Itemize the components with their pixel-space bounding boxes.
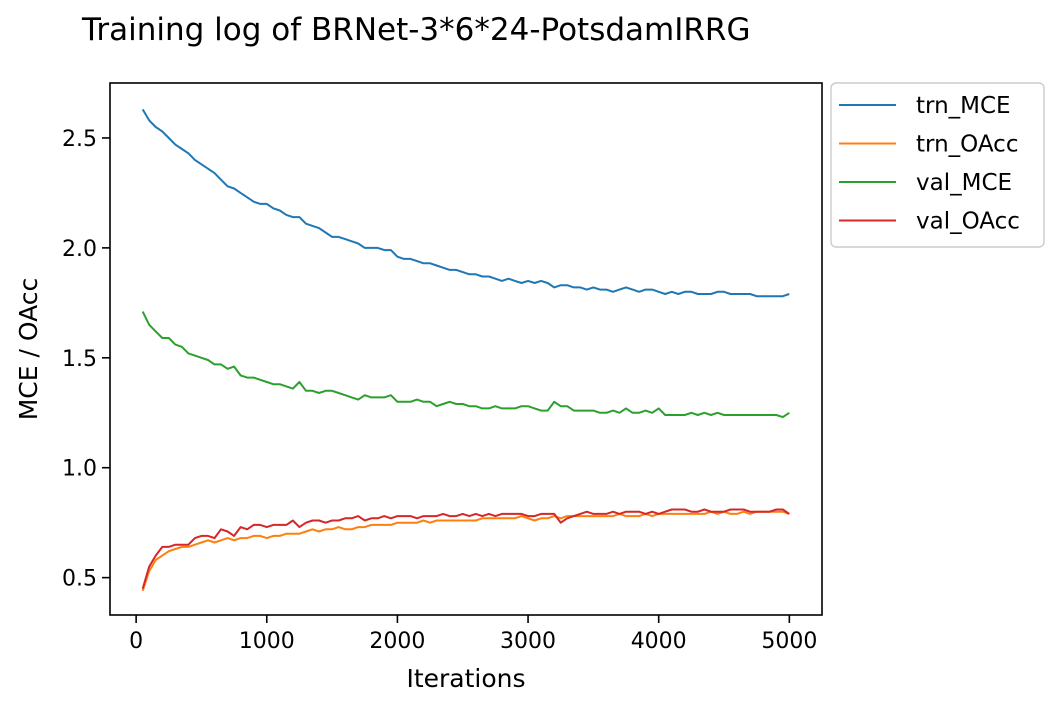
legend-label-trn_MCE: trn_MCE [916,93,1011,119]
y-tick-label: 2.5 [62,127,97,152]
x-tick-label: 1000 [239,629,295,654]
y-tick-label: 2.0 [62,237,97,262]
x-tick-label: 3000 [500,629,556,654]
y-tick-label: 1.0 [62,457,97,482]
series-line-trn_MCE [141,108,790,298]
x-axis-label: Iterations [406,664,525,693]
y-axis: 0.5 1.0 1.5 2.0 2.5 [62,127,110,592]
legend: trn_MCE trn_OAcc val_MCE val_OAcc [830,82,1045,248]
plot-frame [109,82,823,616]
legend-box [830,82,1045,248]
series-line-val_OAcc [141,508,790,589]
series-layer [141,108,790,592]
x-tick-label: 2000 [369,629,425,654]
x-tick-label: 4000 [631,629,687,654]
series-line-val_MCE [141,311,790,419]
y-tick-label: 0.5 [62,567,97,592]
legend-label-trn_OAcc: trn_OAcc [916,132,1018,158]
x-tick-label: 5000 [761,629,817,654]
legend-label-val_MCE: val_MCE [916,170,1012,196]
x-tick-label: 0 [129,629,143,654]
x-axis: 0 1000 2000 3000 4000 5000 [129,615,817,654]
legend-label-val_OAcc: val_OAcc [916,209,1020,235]
y-axis-label: MCE / OAcc [14,278,43,421]
y-tick-label: 1.5 [62,347,97,372]
plot-area [109,82,823,616]
series-line-trn_OAcc [141,510,790,592]
chart-title: Training log of BRNet-3*6*24-PotsdamIRRG [81,12,750,48]
